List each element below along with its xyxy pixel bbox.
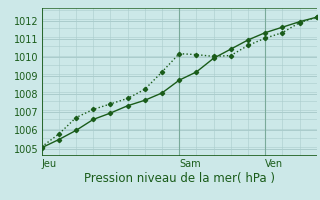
X-axis label: Pression niveau de la mer( hPa ): Pression niveau de la mer( hPa ) xyxy=(84,172,275,185)
